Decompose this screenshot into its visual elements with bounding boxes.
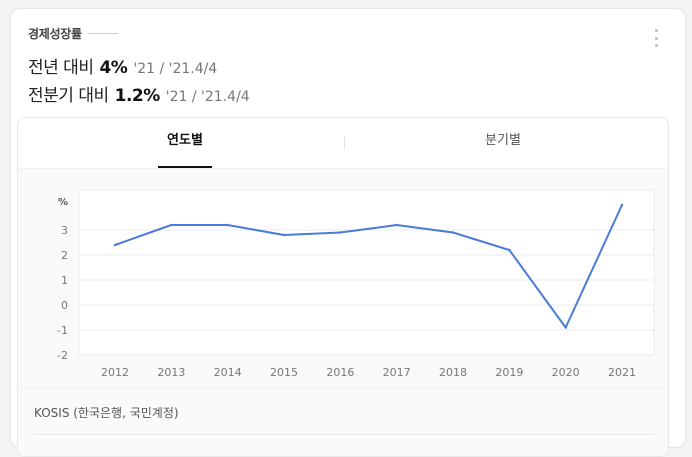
tab-yearly[interactable]: 연도별 [158, 118, 212, 168]
stat-qoq-label: 전분기 대비 [28, 86, 109, 106]
more-options-icon[interactable] [653, 29, 659, 47]
stat-yoy-value: 4% [99, 58, 128, 78]
label-divider [87, 33, 118, 34]
tab-divider [344, 136, 345, 150]
chart-area: 3 2 1 0 -1 -2% 2012 2013 2014 2015 2016 2017 2018 201… [18, 169, 668, 394]
x-tick-label: 2012 [101, 366, 129, 379]
y-tick-label: 2 [61, 249, 68, 262]
stat-qoq: 전분기 대비 1.2% '21 / '21.4/4 [28, 81, 250, 106]
tab-bar: 연도별 분기별 [18, 118, 668, 169]
x-tick-label: 2015 [270, 366, 298, 379]
stat-qoq-period: '21 / '21.4/4 [165, 89, 250, 105]
line-chart: 3 2 1 0 -1 -2% 2012 2013 2014 2015 2016 2017 2018 201… [57, 189, 655, 379]
y-tick-label: 1 [61, 274, 68, 287]
stat-yoy: 전년 대비 4% '21 / '21.4/4 [28, 53, 217, 78]
economic-growth-card: 경제성장률 전년 대비 4% '21 / '21.4/4 전분기 대비 1.2% '21… [10, 8, 686, 457]
series-line [114, 204, 623, 329]
data-point [508, 248, 511, 252]
plot-background [78, 189, 655, 356]
tab-quarterly[interactable]: 분기별 [485, 133, 521, 148]
footer-divider [34, 434, 654, 435]
y-unit-label: % [58, 197, 68, 208]
y-tick-label: 0 [61, 299, 68, 312]
x-tick-label: 2019 [495, 366, 523, 379]
x-tick-label: 2013 [157, 366, 185, 379]
x-tick-label: 2017 [383, 366, 411, 379]
card-label: 경제성장률 [28, 27, 82, 41]
stat-qoq-value: 1.2% [114, 86, 161, 106]
y-tick-label: 3 [61, 224, 68, 237]
data-point [620, 203, 624, 207]
data-point [339, 231, 342, 234]
chart-panel: 연도별 분기별 3 2 1 0 -1 -2% 2012 2013 2014 2015 2016 201… [17, 117, 669, 457]
x-tick-label: 2016 [326, 366, 354, 379]
data-source: KOSIS (한국은행, 국민계정) [34, 406, 179, 420]
data-point [113, 243, 117, 247]
data-point [451, 231, 455, 234]
data-point [282, 233, 286, 237]
y-tick-label: -1 [57, 324, 68, 337]
x-tick-label: 2014 [214, 366, 242, 379]
stat-yoy-period: '21 / '21.4/4 [133, 61, 218, 77]
data-point [564, 326, 567, 329]
chart-footer-divider [18, 388, 668, 389]
data-point [226, 223, 229, 227]
x-tick-label: 2020 [552, 366, 580, 379]
y-tick-label: -2 [57, 349, 68, 362]
x-tick-label: 2018 [439, 366, 467, 379]
x-tick-label: 2021 [608, 366, 636, 379]
card-header: 경제성장률 [28, 25, 118, 42]
data-point [395, 223, 398, 227]
stat-yoy-label: 전년 대비 [28, 58, 94, 78]
data-point [170, 223, 173, 227]
